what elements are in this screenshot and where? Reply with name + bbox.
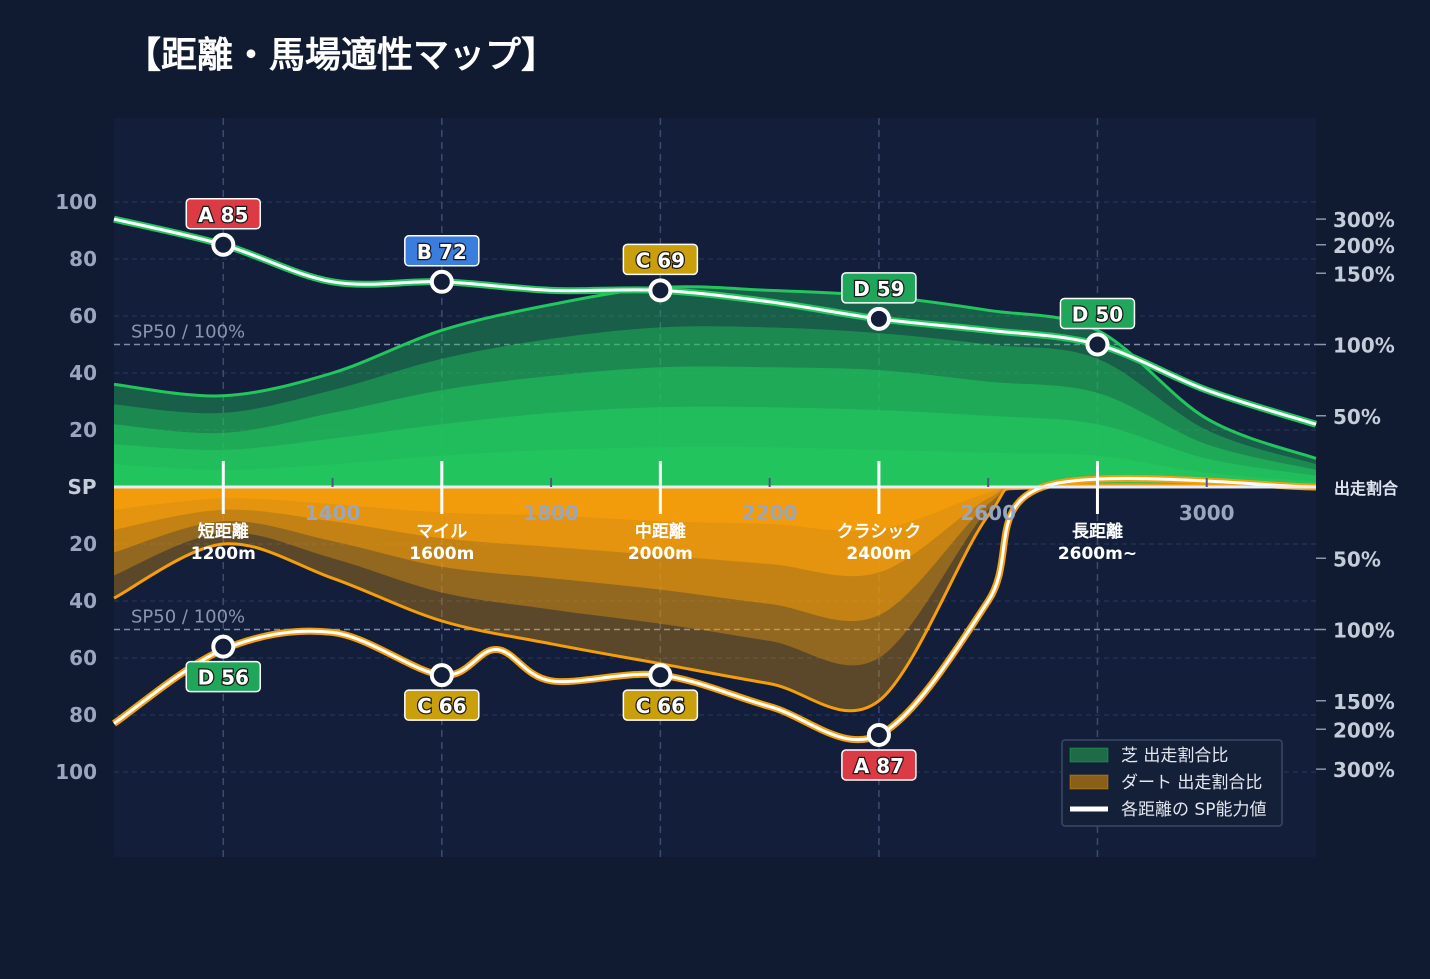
right-tick-label: 150% bbox=[1333, 690, 1395, 714]
dirt-sp-point[interactable] bbox=[648, 663, 673, 688]
turf-sp-point[interactable] bbox=[1085, 332, 1110, 357]
turf-sp-line bbox=[113, 217, 1317, 426]
right-tick-label: 300% bbox=[1333, 208, 1395, 232]
category-distance: 2400m bbox=[846, 544, 911, 564]
turf-ratio-band bbox=[114, 446, 1316, 487]
sp-tick-label-bottom: 40 bbox=[69, 589, 97, 613]
sp-tick-label-top: 40 bbox=[69, 361, 97, 385]
turf-sp-point[interactable] bbox=[429, 269, 454, 294]
right-tick-label: 200% bbox=[1333, 234, 1395, 258]
dirt-sp-badge-label: C 66 bbox=[636, 694, 685, 718]
turf-sp-point[interactable] bbox=[211, 232, 236, 257]
legend-label: ダート 出走割合比 bbox=[1121, 773, 1262, 793]
dirt-sp-point[interactable] bbox=[211, 634, 236, 659]
dirt-sp-badge-label: C 66 bbox=[417, 694, 466, 718]
right-tick-label: 300% bbox=[1333, 758, 1395, 782]
sp-tick-label-top: 100 bbox=[55, 190, 97, 214]
right-tick-label: 100% bbox=[1333, 334, 1395, 358]
dirt-ratio-band bbox=[114, 486, 1316, 532]
chart-title: 【距離・馬場適性マップ】 bbox=[125, 35, 557, 76]
category-distance: 2000m bbox=[628, 544, 693, 564]
dirt-ratio-outline bbox=[113, 483, 1317, 713]
turf-sp-badge bbox=[841, 272, 917, 304]
sp-tick-label-bottom: 100 bbox=[55, 760, 97, 784]
x-tick-label: 3000 bbox=[1179, 501, 1235, 525]
turf-sp-badge-label: D 50 bbox=[1072, 303, 1123, 327]
sp-tick-label-top: 80 bbox=[69, 247, 97, 271]
right-tick-label: 200% bbox=[1333, 718, 1395, 742]
sp-axis-label: SP bbox=[67, 475, 96, 499]
dirt-sp-badge bbox=[841, 749, 917, 781]
sp-tick-label-bottom: 20 bbox=[69, 532, 97, 556]
turf-sp-badge-label: A 85 bbox=[198, 203, 248, 227]
right-tick-label: 50% bbox=[1333, 547, 1381, 571]
sp-tick-label-top: 60 bbox=[69, 304, 97, 328]
x-tick-label: 1400 bbox=[305, 501, 361, 525]
legend-swatch-dirt bbox=[1069, 774, 1109, 790]
category-name: クラシック bbox=[837, 522, 922, 542]
turf-sp-point[interactable] bbox=[866, 306, 891, 331]
x-tick-label: 2600 bbox=[960, 501, 1016, 525]
right-axis-label: 出走割合 bbox=[1334, 479, 1399, 498]
turf-sp-badge bbox=[1059, 297, 1136, 330]
dirt-sp-point[interactable] bbox=[429, 663, 454, 688]
category-distance: 1600m bbox=[409, 544, 474, 564]
turf-sp-badge bbox=[404, 235, 480, 267]
x-tick-label: 1800 bbox=[523, 501, 579, 525]
sp-tick-label-bottom: 80 bbox=[69, 703, 97, 727]
category-distance: 2600m~ bbox=[1058, 544, 1137, 564]
dirt-sp-badge bbox=[622, 689, 699, 721]
right-tick-label: 100% bbox=[1333, 619, 1395, 643]
legend-label: 芝 出走割合比 bbox=[1121, 746, 1228, 766]
dirt-sp-badge-label: D 56 bbox=[198, 666, 249, 690]
dirt-sp-badge bbox=[185, 660, 262, 693]
turf-sp-point[interactable] bbox=[648, 278, 673, 303]
turf-sp-badge-label: D 59 bbox=[853, 277, 904, 301]
category-name: マイル bbox=[416, 522, 467, 542]
category-name: 中距離 bbox=[635, 521, 686, 542]
category-name: 短距離 bbox=[198, 521, 249, 542]
reference-line-label: SP50 / 100% bbox=[131, 322, 245, 343]
dirt-sp-point[interactable] bbox=[866, 722, 891, 747]
x-tick-label: 2200 bbox=[742, 501, 798, 525]
legend-label: 各距離の SP能力値 bbox=[1121, 800, 1266, 820]
dirt-sp-badge-label: A 87 bbox=[854, 754, 904, 778]
dirt-sp-badge bbox=[404, 689, 480, 721]
turf-sp-badge bbox=[622, 243, 699, 276]
right-tick-label: 150% bbox=[1333, 262, 1395, 286]
turf-sp-badge bbox=[185, 198, 262, 230]
sp-tick-label-top: 20 bbox=[69, 418, 97, 442]
category-name: 長距離 bbox=[1072, 521, 1123, 542]
right-tick-label: 50% bbox=[1333, 405, 1381, 429]
turf-ratio-outline bbox=[113, 285, 1317, 460]
turf-sp-badge-label: C 69 bbox=[636, 248, 685, 272]
turf-sp-badge-label: B 72 bbox=[417, 240, 467, 264]
category-distance: 1200m bbox=[191, 544, 256, 564]
legend-box bbox=[1061, 739, 1283, 827]
legend-swatch-turf bbox=[1069, 747, 1109, 763]
sp-tick-label-bottom: 60 bbox=[69, 646, 97, 670]
reference-line-label: SP50 / 100% bbox=[131, 607, 245, 628]
